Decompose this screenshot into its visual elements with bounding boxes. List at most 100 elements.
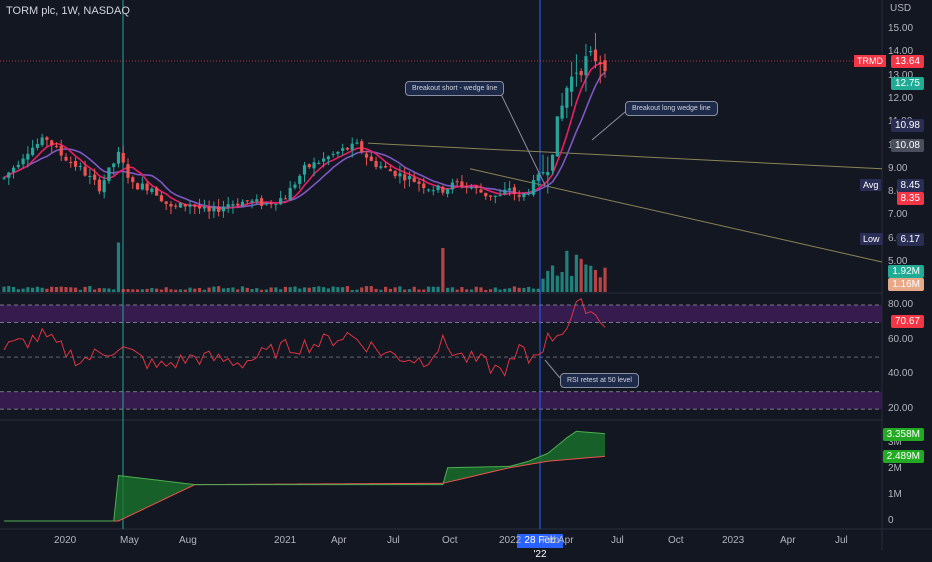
rsi-tick-label: 20.00 [888, 403, 914, 415]
volume-bar [512, 286, 516, 292]
candle-body [469, 187, 474, 189]
volume-bar [135, 289, 140, 292]
series-name-tag: TRMD [854, 55, 886, 67]
obv-tick-label: 0 [888, 515, 894, 526]
volume-bar [407, 289, 412, 292]
price-scale-label: 12.75 [890, 77, 924, 90]
candle-body [350, 143, 354, 150]
obv-tick-label: 3M [888, 437, 902, 448]
volume-bar [555, 275, 559, 292]
volume-bar [121, 288, 125, 292]
candle-body [131, 177, 135, 183]
volume-bar [603, 267, 607, 292]
volume-bar [193, 288, 197, 292]
candle-body [31, 147, 35, 156]
candle-body [479, 189, 483, 193]
volume-bar [536, 288, 540, 292]
candle-body [155, 187, 159, 196]
volume-bar [69, 287, 73, 292]
volume-bar [593, 269, 598, 292]
obv-tick-label: 2M [888, 463, 902, 474]
volume-bar [350, 289, 354, 292]
candle-body [93, 174, 97, 180]
volume-bar [550, 265, 555, 292]
candle-body [536, 174, 540, 181]
volume-bar [412, 286, 416, 292]
candle-body [255, 199, 259, 202]
candle-body [355, 142, 359, 144]
candle-body [102, 180, 106, 193]
candle-body [274, 204, 278, 206]
volume-bar [93, 289, 97, 292]
candle-body [493, 195, 497, 197]
candle-body [88, 175, 92, 177]
price-scale-label: 8.45 [896, 179, 924, 192]
candle-body [26, 153, 30, 160]
candle-body [426, 189, 431, 191]
candle-body [603, 60, 607, 72]
volume-bar [40, 287, 44, 292]
volume-bar [7, 286, 11, 292]
rsi-current-label: 70.67 [890, 315, 924, 329]
volume-bar [178, 289, 183, 292]
price-scale-label: 1.16M [888, 278, 924, 291]
series-name-tag: Avg [860, 179, 882, 191]
volume-bar [259, 289, 264, 292]
volume-bar [336, 287, 340, 292]
volume-bar [474, 286, 478, 292]
volume-bar [245, 287, 249, 292]
volume-bar [221, 288, 226, 292]
price-tick-label: 14.00 [888, 46, 914, 58]
series-name-tag: Low [860, 233, 883, 245]
volume-bar [441, 248, 445, 292]
candle-body [226, 204, 230, 207]
volume-bar [279, 289, 283, 292]
time-tick-label: Feb [542, 535, 560, 546]
volume-bar [59, 286, 63, 292]
volume-bar [574, 254, 578, 292]
volume-bar [16, 289, 20, 292]
candle-body [560, 105, 564, 119]
candle-body [484, 192, 488, 197]
candle-body [112, 163, 116, 168]
price-scale-label: 1.92M [888, 265, 924, 278]
candle-body [21, 158, 25, 165]
candle-body [541, 172, 545, 174]
volume-bar [326, 288, 330, 292]
candle-body [174, 205, 178, 207]
volume-bar [498, 289, 502, 292]
candle-body [50, 140, 54, 146]
volume-bar [307, 287, 311, 292]
volume-bar [384, 286, 388, 292]
candle-body [341, 148, 345, 151]
volume-bar [560, 272, 564, 292]
candle-body [293, 184, 297, 188]
volume-bar [446, 287, 450, 292]
candle-body [555, 116, 559, 157]
price-tick-label: 9.00 [888, 162, 908, 174]
candle-body [11, 167, 16, 173]
candle-body [202, 206, 206, 209]
volume-bar [64, 287, 68, 292]
candle-body [570, 76, 574, 92]
candle-body [107, 167, 111, 181]
candle-body [384, 166, 388, 168]
candle-body [527, 193, 531, 195]
volume-bar [321, 287, 326, 292]
volume-bar [264, 289, 268, 292]
candle-body [140, 183, 144, 190]
time-tick-label: 2023 [722, 535, 745, 546]
volume-bar [345, 286, 350, 292]
volume-bar [331, 286, 335, 292]
candle-body [264, 203, 268, 205]
price-scale-label: 10.08 [890, 139, 924, 152]
volume-bar [360, 287, 364, 292]
candle-body [465, 185, 469, 187]
volume-bar [379, 289, 383, 292]
candle-body [512, 187, 516, 194]
volume-bar [183, 289, 187, 292]
volume-bar [88, 286, 92, 292]
candle-body [460, 181, 464, 187]
candle-body [379, 166, 383, 168]
candle-body [97, 179, 101, 192]
